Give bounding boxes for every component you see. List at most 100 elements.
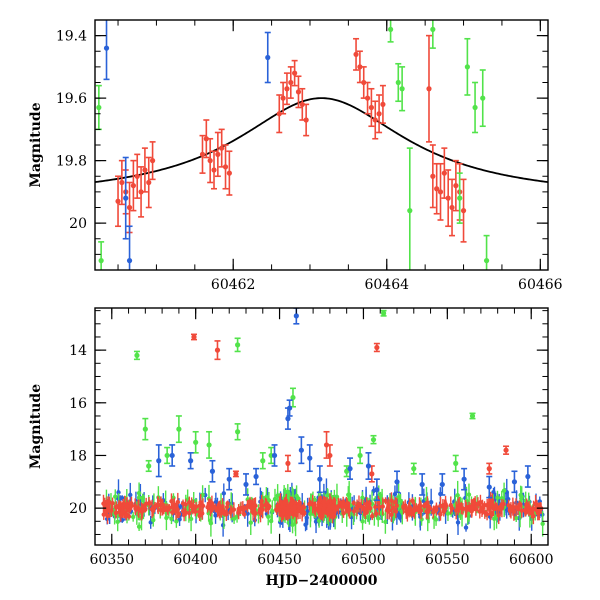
data-point-red: [138, 166, 145, 218]
x-tick-label: 60464: [364, 277, 409, 293]
data-point-red: [326, 444, 333, 467]
baseline-point-red: [409, 510, 414, 518]
data-point: [126, 514, 132, 519]
baseline-point-red: [129, 496, 134, 511]
data-point: [146, 179, 152, 186]
data-point: [149, 158, 156, 164]
data-point: [243, 481, 249, 488]
data-point-red: [203, 119, 210, 159]
baseline-point-red: [147, 499, 152, 507]
data-point-red: [376, 94, 383, 134]
data-point: [253, 473, 259, 480]
data-point: [130, 183, 136, 189]
baseline-point-red: [460, 503, 466, 515]
data-point: [174, 519, 179, 524]
data-point: [472, 104, 478, 111]
data-point: [341, 511, 346, 516]
baseline-point-red: [389, 492, 394, 510]
baseline-point-red: [343, 502, 348, 512]
data-point-blue: [103, 20, 110, 81]
data-point-red: [283, 72, 290, 106]
data-point: [354, 505, 360, 511]
data-point-green: [133, 350, 140, 361]
baseline-point-red: [197, 501, 202, 510]
baseline-point-red: [464, 502, 469, 518]
data-point: [360, 519, 365, 524]
data-point-red: [284, 454, 291, 473]
y-tick-label: 14: [69, 343, 87, 359]
data-point: [164, 515, 169, 521]
data-point: [367, 505, 373, 511]
data-point-green: [95, 84, 102, 131]
baseline-point-red: [140, 505, 145, 516]
x-tick-label: 60400: [173, 552, 218, 568]
data-point-red: [291, 59, 298, 87]
baseline-point-red: [149, 499, 155, 519]
data-point-blue: [243, 473, 249, 496]
data-point: [365, 463, 372, 469]
data-point: [364, 501, 369, 507]
data-point-red: [368, 87, 375, 128]
data-point: [290, 394, 296, 401]
data-point: [343, 504, 348, 510]
data-point-red: [207, 137, 214, 184]
data-point: [373, 511, 379, 516]
data-point: [347, 508, 352, 513]
top-panel-light-curve-zoom: 60462 60464 60466 19.4 19.6 19.8 20 Magnitude: [28, 19, 563, 293]
data-point: [353, 51, 359, 57]
data-point-green: [410, 462, 417, 475]
data-point: [327, 452, 333, 459]
data-point-red: [190, 333, 197, 341]
baseline-point-red: [488, 499, 494, 508]
data-point-red: [449, 178, 456, 237]
data-point: [222, 164, 229, 170]
data-point: [215, 151, 221, 157]
data-point: [469, 413, 476, 419]
data-point: [235, 342, 241, 348]
data-point-blue: [486, 475, 493, 499]
data-point: [308, 511, 313, 517]
baseline-point-red: [264, 500, 269, 507]
plot-frame: [94, 19, 549, 271]
data-point-red: [433, 162, 440, 215]
data-point: [126, 204, 133, 211]
baseline-point-red: [449, 504, 455, 513]
baseline-point-blue: [304, 505, 309, 530]
data-point-blue: [347, 457, 354, 480]
baseline-point-red: [493, 501, 498, 510]
data-point: [374, 487, 380, 493]
baseline-point-green: [495, 490, 500, 505]
data-point-green: [452, 454, 459, 473]
data-point: [221, 491, 227, 496]
baseline-point-red: [331, 512, 337, 519]
data-point: [347, 466, 353, 472]
baseline-point-red: [475, 497, 481, 512]
data-point-red: [226, 150, 233, 196]
data-point: [160, 503, 165, 508]
data-point: [409, 511, 414, 517]
data-point: [331, 513, 337, 518]
data-point: [396, 494, 401, 500]
data-point: [378, 493, 383, 499]
data-point-blue: [209, 459, 216, 483]
data-point-green: [387, 20, 394, 43]
data-point: [299, 101, 305, 107]
data-point: [156, 458, 162, 464]
data-point: [187, 500, 192, 505]
baseline-point-red: [367, 504, 373, 512]
data-point: [200, 503, 206, 508]
data-point-blue: [461, 467, 468, 491]
baseline-point-red: [217, 501, 222, 519]
data-point: [286, 507, 292, 512]
data-point: [434, 186, 440, 192]
data-point: [540, 521, 545, 526]
data-point-red: [130, 159, 137, 212]
data-point: [180, 508, 186, 514]
data-point: [206, 501, 212, 507]
baseline-point-blue: [428, 488, 434, 516]
data-point-red: [445, 169, 452, 228]
baseline-point-red: [454, 501, 459, 520]
data-point: [466, 492, 472, 497]
data-point: [102, 503, 107, 508]
data-point: [260, 458, 266, 464]
